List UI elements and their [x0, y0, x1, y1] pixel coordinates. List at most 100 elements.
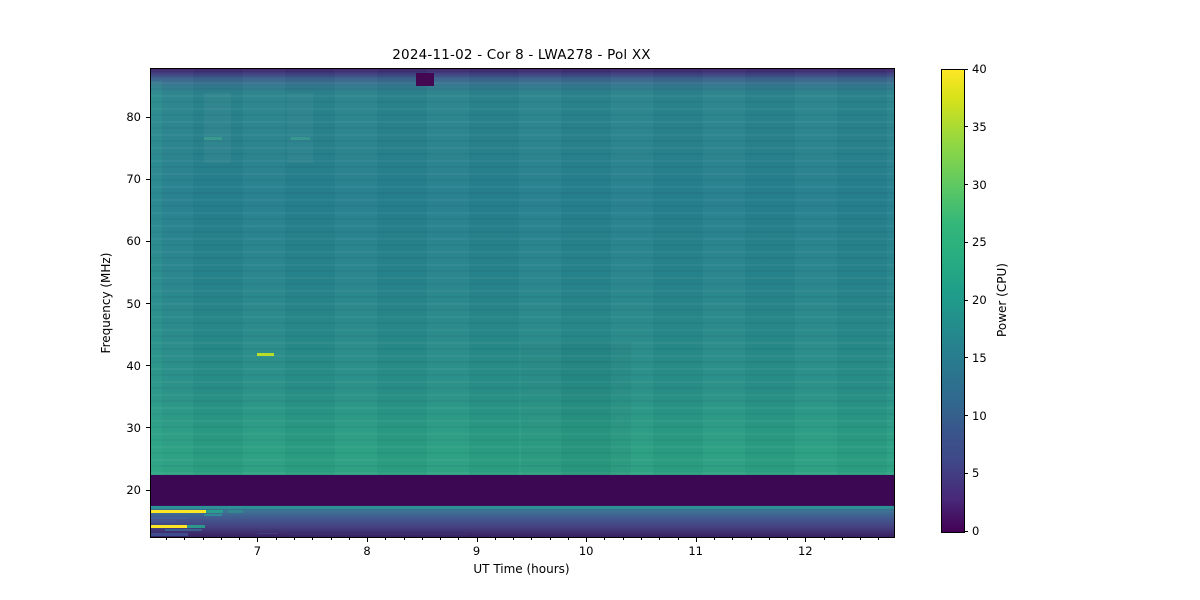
x-minor-tick: [330, 537, 332, 540]
x-minor-tick: [220, 537, 222, 540]
x-tick-label: 11: [688, 544, 703, 558]
rfi-16.7MHz-teal-tail: [205, 510, 224, 513]
colorbar-tick: [964, 472, 968, 474]
x-minor-tick: [714, 537, 715, 540]
x-major-tick: [805, 537, 807, 542]
rfi-14.3MHz-teal-tail: [187, 525, 205, 528]
x-minor-tick: [640, 537, 642, 540]
spectrogram-plot-area: [150, 68, 895, 538]
x-tick-label: 10: [578, 544, 594, 558]
faint-dash-77MHz-a: [203, 137, 223, 140]
colorbar-tick: [964, 241, 968, 243]
colorbar-tick: [964, 68, 968, 70]
x-minor-tick: [275, 537, 277, 540]
colorbar: [941, 69, 965, 533]
x-minor-tick: [622, 537, 624, 540]
x-minor-tick: [166, 537, 168, 540]
colorbar-tick-label: 35: [972, 119, 987, 134]
x-axis-label: UT Time (hours): [473, 562, 570, 576]
x-minor-tick: [239, 537, 241, 540]
suppressed-band-18-22.5MHz: [151, 474, 894, 506]
y-major-tick: [145, 427, 150, 429]
y-major-tick: [145, 365, 150, 367]
x-axis: 7 8 9 10 11 12: [150, 537, 893, 577]
x-minor-tick: [841, 537, 843, 540]
y-tick-label: 20: [126, 483, 141, 497]
x-minor-tick: [604, 537, 606, 540]
y-major-tick: [145, 116, 150, 118]
colorbar-tick-label: 20: [972, 293, 987, 307]
x-minor-tick: [458, 537, 460, 540]
y-axis: 20 30 40 50 60 70 80: [0, 68, 150, 536]
x-tick-label: 8: [363, 544, 371, 558]
y-tick-label: 30: [126, 420, 141, 435]
x-major-tick: [367, 537, 368, 542]
rfi-16.7MHz-teal-tail2: [227, 510, 243, 513]
colorbar-tick: [964, 530, 968, 532]
x-minor-tick: [494, 537, 496, 540]
chart-title: 2024-11-02 - Cor 8 - LWA278 - Pol XX: [392, 47, 651, 63]
colorbar-ticks: 0 5 10 15 20 25 30 35 40: [964, 62, 1004, 538]
faint-blue-dash-13MHz: [285, 533, 467, 536]
x-minor-tick: [787, 537, 789, 540]
x-major-tick: [476, 537, 478, 542]
x-minor-tick: [549, 537, 551, 540]
horizontal-banding-texture: [151, 69, 894, 476]
x-tick-label: 7: [253, 544, 262, 558]
y-tick-label: 40: [126, 358, 141, 373]
colorbar-tick: [964, 415, 968, 416]
colorbar-tick: [964, 357, 968, 359]
y-major-tick: [145, 489, 150, 491]
faint-dash-77MHz-b: [291, 137, 310, 140]
vertical-banding-texture: [151, 69, 894, 476]
colorbar-label: Power (CPU): [995, 263, 1009, 337]
x-minor-tick: [421, 537, 423, 540]
x-minor-tick: [293, 537, 295, 540]
green-left-edge: [151, 80, 162, 475]
teal-dash-16.1MHz: [203, 514, 223, 517]
light-column-a: [203, 93, 231, 163]
y-major-tick: [145, 240, 150, 242]
x-minor-tick: [768, 537, 770, 540]
teal-line-17.5MHz: [151, 505, 894, 509]
y-major-tick: [145, 303, 150, 305]
light-column-b: [287, 93, 313, 163]
colorbar-tick-label: 40: [972, 62, 987, 76]
dark-patch-85-87MHz: [416, 72, 434, 86]
x-minor-tick: [403, 537, 405, 540]
blue-dash-13MHz: [257, 532, 279, 535]
x-major-tick: [695, 537, 697, 542]
x-minor-tick: [659, 537, 661, 540]
rfi-line-14.3MHz: [151, 525, 188, 528]
y-axis-label: Frequency (MHz): [99, 252, 113, 354]
y-tick-label: 50: [126, 296, 141, 311]
x-minor-tick: [312, 537, 314, 540]
x-tick-label: 9: [472, 544, 481, 558]
y-major-tick: [145, 178, 150, 180]
colorbar-tick-label: 5: [972, 466, 980, 481]
x-minor-tick: [750, 537, 752, 540]
rfi-line-16.7MHz: [151, 510, 206, 513]
teal-dash-13.8MHz: [165, 528, 203, 531]
colorbar-tick-label: 15: [972, 350, 987, 365]
x-tick-label: 12: [797, 544, 813, 558]
x-minor-tick: [878, 537, 880, 540]
colorbar-tick-label: 0: [972, 524, 980, 538]
x-minor-tick: [732, 537, 734, 540]
x-minor-tick: [440, 537, 441, 540]
x-major-tick: [257, 537, 259, 542]
blue-streak-15.2MHz: [151, 519, 177, 523]
colorbar-tick: [964, 299, 968, 301]
colorbar-tick-label: 25: [972, 235, 987, 250]
x-minor-tick: [184, 537, 186, 540]
x-minor-tick: [348, 537, 350, 540]
x-minor-tick: [531, 537, 533, 540]
subtle-dark-column: [521, 341, 631, 475]
colorbar-tick-label: 30: [972, 177, 987, 192]
colorbar-tick: [964, 184, 968, 185]
y-tick-label: 70: [126, 172, 141, 187]
y-tick-label: 80: [126, 110, 141, 125]
x-minor-tick: [567, 537, 569, 540]
x-major-tick: [586, 537, 588, 542]
